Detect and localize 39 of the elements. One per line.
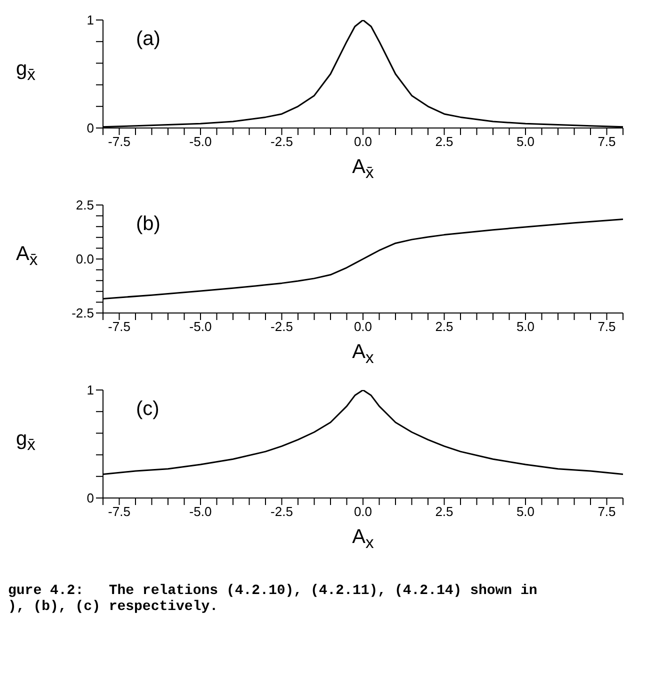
x-axis-title: A$_{x}$	[351, 526, 375, 553]
x-tick-label: -7.5	[108, 319, 130, 334]
y-axis-title: A$_{x̄}$	[16, 243, 38, 270]
text: gure 4.2: The relations (4.2.10), (4.2.11), (4.2.14) shown in	[8, 583, 538, 599]
x-tick-label: -2.5	[270, 134, 293, 150]
annotation: (a)	[136, 28, 160, 51]
x-tick-label: 7.5	[598, 319, 616, 334]
y-tick-label: -2.5	[72, 306, 94, 321]
y-tick-label: 1	[86, 382, 94, 398]
x-tick-label: 0.0	[354, 504, 372, 520]
y-tick-label: 2.5	[76, 198, 94, 213]
x-tick-label: -5.0	[189, 504, 212, 520]
x-axis-title: A$_{x̄}$	[351, 156, 375, 183]
x-tick-label: 2.5	[435, 504, 454, 520]
y-tick-label: 0	[86, 120, 94, 136]
y-axis-title: g$_{x̄}$	[16, 428, 36, 455]
y-axis-title: g$_{x̄}$	[16, 58, 36, 85]
x-tick-label: 5.0	[516, 134, 535, 150]
x-tick-label: -5.0	[189, 134, 212, 150]
x-tick-label: -2.5	[270, 319, 293, 334]
x-tick-label: 5.0	[516, 504, 535, 520]
x-tick-label: -5.0	[189, 319, 212, 334]
y-tick-label: 0.0	[76, 252, 94, 267]
x-tick-label: 2.5	[435, 319, 454, 334]
x-tick-label: -7.5	[108, 504, 130, 520]
x-tick-label: -2.5	[270, 504, 293, 520]
x-tick-label: -7.5	[108, 134, 130, 150]
x-tick-label: 0.0	[354, 319, 372, 334]
x-tick-label: 2.5	[435, 134, 454, 150]
x-tick-label: 0.0	[354, 134, 372, 150]
x-axis-title: A$_{x}$	[351, 341, 375, 368]
y-tick-label: 1	[86, 12, 94, 28]
annotation: (c)	[136, 398, 160, 421]
text: ), (b), (c) respectively.	[8, 599, 220, 615]
y-tick-label: 0	[86, 490, 94, 506]
x-tick-label: 5.0	[516, 319, 535, 334]
x-tick-label: 7.5	[598, 134, 616, 150]
x-tick-label: 7.5	[598, 504, 616, 520]
annotation: (b)	[136, 213, 160, 236]
